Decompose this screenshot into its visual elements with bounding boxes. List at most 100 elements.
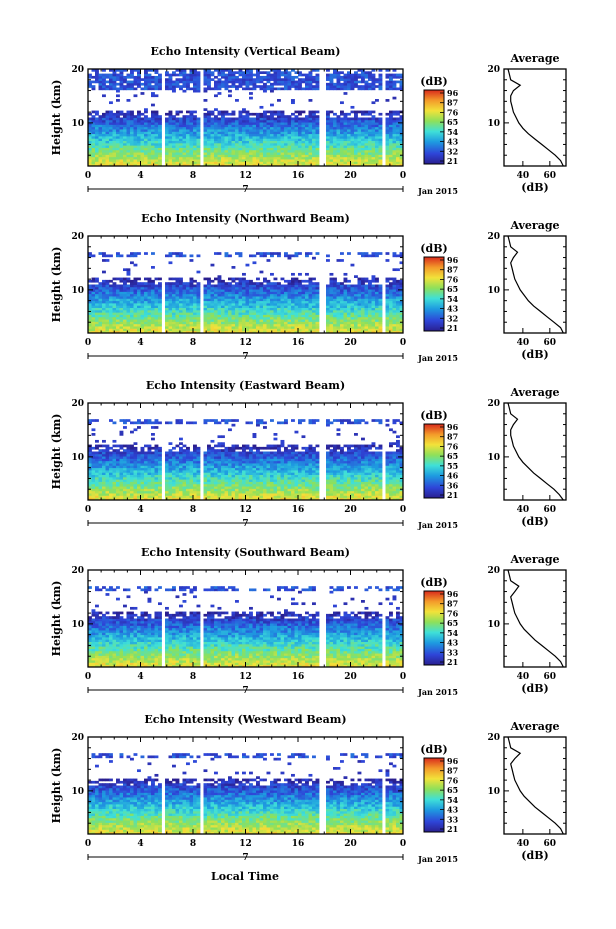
panel-0: Echo Intensity (Vertical Beam) 10 20 0 4 8 12 1…: [50, 45, 567, 196]
date-label: Jan 2015: [417, 520, 458, 530]
x-tick-label: 20: [344, 839, 357, 849]
average-frame: [503, 68, 567, 167]
date-marker: 7: [242, 853, 248, 863]
average-y-tick-label: 10: [487, 119, 500, 129]
x-tick-label: 8: [190, 338, 196, 348]
x-tick-label: 12: [239, 171, 252, 181]
colorbar-tick-label: 32: [447, 313, 458, 323]
heatmap-cells: [88, 753, 404, 835]
x-axis-label: Local Time: [211, 870, 279, 883]
x-tick-label: 0: [400, 171, 406, 181]
average-x-tick-label: 60: [544, 505, 557, 515]
x-tick-label: 4: [137, 505, 143, 515]
colorbar-tick-label: 36: [447, 480, 459, 490]
colorbar-tick-label: 32: [447, 146, 458, 156]
chart-title: Echo Intensity (Vertical Beam): [150, 45, 340, 58]
panel-2: Echo Intensity (Eastward Beam) 10 20 0 4 8 12 1…: [50, 379, 567, 530]
x-tick-label: 12: [239, 672, 252, 682]
x-tick-label: 12: [239, 505, 252, 515]
x-tick-label: 16: [292, 171, 305, 181]
y-axis-label: Height (km): [50, 414, 63, 490]
chart-title: Echo Intensity (Southward Beam): [141, 546, 350, 559]
colorbar-tick-label: 76: [447, 107, 459, 117]
average-x-label: (dB): [521, 181, 548, 194]
average-x-label: (dB): [521, 682, 548, 695]
y-tick-label: 10: [71, 453, 84, 463]
average-profile: Average 10 20 40 60(dB): [487, 553, 567, 695]
date-label: Jan 2015: [417, 687, 458, 697]
colorbar-tick-label: 87: [447, 265, 458, 275]
colorbar-tick-label: 54: [447, 294, 459, 304]
average-y-tick-label: 10: [487, 453, 500, 463]
colorbar-tick-label: 54: [447, 628, 459, 638]
date-marker: 7: [242, 185, 248, 195]
average-x-label: (dB): [521, 515, 548, 528]
y-tick-label: 20: [71, 399, 84, 409]
average-y-tick-label: 20: [487, 733, 500, 743]
average-profile-line: [507, 736, 564, 835]
average-frame: [503, 235, 567, 334]
average-x-tick-label: 60: [544, 672, 557, 682]
y-tick-label: 20: [71, 65, 84, 75]
colorbar-tick-label: 96: [447, 589, 459, 599]
chart-title: Echo Intensity (Eastward Beam): [146, 379, 345, 392]
colorbar-tick-label: 43: [447, 805, 459, 815]
x-tick-label: 0: [85, 839, 91, 849]
x-tick-label: 4: [137, 839, 143, 849]
heatmap-cells: [88, 586, 404, 668]
colorbar-label: (dB): [420, 75, 447, 88]
date-marker: 7: [242, 352, 248, 362]
y-axis-label: Height (km): [50, 748, 63, 824]
heatmap-cells: [88, 69, 404, 167]
y-axis-label: Height (km): [50, 80, 63, 156]
colorbar-tick-label: 21: [447, 657, 458, 667]
colorbar-tick-label: 33: [447, 814, 459, 824]
colorbar-tick-label: 65: [447, 117, 458, 127]
x-tick-label: 8: [190, 839, 196, 849]
colorbar: [423, 89, 445, 165]
colorbar-tick-label: 96: [447, 88, 459, 98]
average-frame: [503, 569, 567, 668]
colorbar-tick-label: 46: [447, 471, 459, 481]
y-tick-label: 10: [71, 787, 84, 797]
colorbar-tick-label: 21: [447, 323, 458, 333]
date-label: Jan 2015: [417, 353, 458, 363]
colorbar: [423, 590, 445, 666]
colorbar-tick-label: 87: [447, 98, 458, 108]
average-profile-line: [507, 68, 564, 167]
x-tick-label: 16: [292, 672, 305, 682]
x-tick-label: 0: [400, 839, 406, 849]
x-tick-label: 0: [85, 171, 91, 181]
x-tick-label: 0: [400, 338, 406, 348]
average-y-tick-label: 20: [487, 65, 500, 75]
colorbar-tick-label: 43: [447, 137, 459, 147]
colorbar-label: (dB): [420, 743, 447, 756]
date-label: Jan 2015: [417, 186, 458, 196]
x-tick-label: 20: [344, 505, 357, 515]
average-title: Average: [509, 52, 559, 65]
colorbar-tick-label: 96: [447, 756, 459, 766]
x-tick-label: 16: [292, 505, 305, 515]
average-x-tick-label: 60: [544, 839, 557, 849]
x-tick-label: 8: [190, 672, 196, 682]
average-profile-line: [507, 235, 564, 334]
average-y-tick-label: 10: [487, 620, 500, 630]
x-tick-label: 16: [292, 338, 305, 348]
colorbar-tick-label: 76: [447, 274, 459, 284]
colorbar-tick-label: 65: [447, 618, 458, 628]
x-tick-label: 20: [344, 338, 357, 348]
panel-3: Echo Intensity (Southward Beam) 10 20 0 4 8 12…: [50, 546, 567, 697]
average-title: Average: [509, 553, 559, 566]
y-axis-label: Height (km): [50, 581, 63, 657]
colorbar-tick-label: 21: [447, 156, 458, 166]
x-tick-label: 12: [239, 839, 252, 849]
date-marker: 7: [242, 519, 248, 529]
colorbar-tick-label: 96: [447, 422, 459, 432]
x-tick-label: 12: [239, 338, 252, 348]
colorbar-tick-label: 76: [447, 775, 459, 785]
colorbar-tick-label: 43: [447, 638, 459, 648]
colorbar: [423, 757, 445, 833]
colorbar-tick-label: 21: [447, 824, 458, 834]
chart-title: Echo Intensity (Westward Beam): [144, 713, 346, 726]
average-x-tick-label: 60: [544, 338, 557, 348]
